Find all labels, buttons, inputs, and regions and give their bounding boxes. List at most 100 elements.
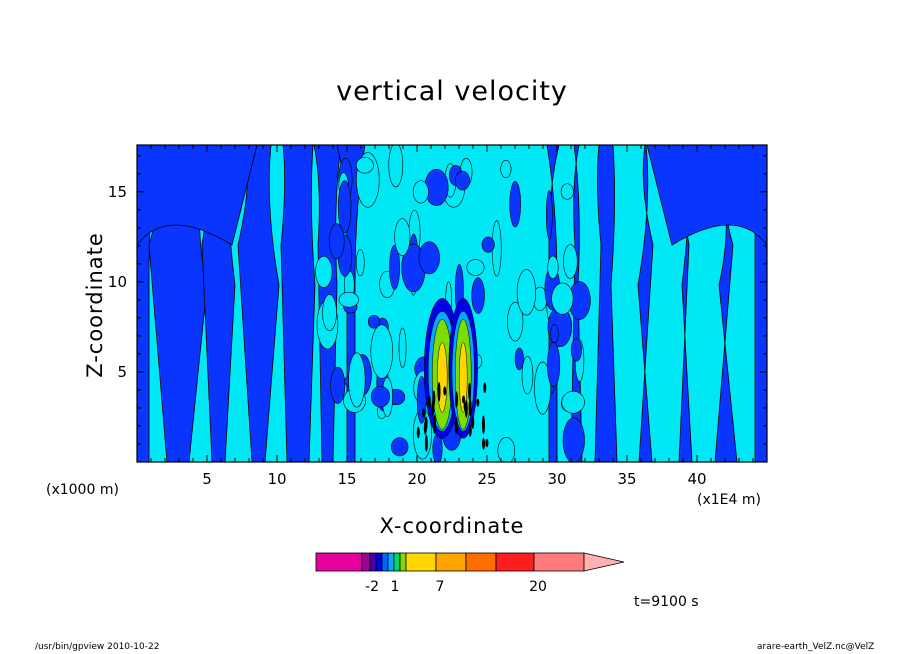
colorbar-segment bbox=[381, 552, 389, 572]
contour-cell bbox=[412, 180, 429, 204]
colorbar-label: -2 bbox=[365, 579, 379, 595]
footer-right-text: arare-earth_VelZ.nc@VelZ bbox=[757, 642, 875, 652]
contour-cell bbox=[389, 245, 400, 290]
contour-cell-dark bbox=[481, 437, 485, 450]
contour-cell bbox=[418, 241, 440, 275]
colorbar-segment bbox=[387, 552, 395, 572]
contour-cell bbox=[338, 291, 359, 308]
contour-cell bbox=[562, 417, 585, 462]
colorbar-segment bbox=[369, 552, 377, 572]
contour-cell bbox=[481, 236, 495, 253]
x-tick-label: 10 bbox=[267, 470, 286, 488]
contour-cell bbox=[547, 255, 559, 279]
contour-cell-dark bbox=[454, 391, 458, 408]
x-tick-label: 30 bbox=[547, 470, 566, 488]
contour-cell-dark bbox=[424, 416, 428, 431]
colorbar-segment bbox=[405, 552, 437, 572]
contour-core bbox=[436, 342, 448, 413]
contour-core bbox=[458, 342, 468, 413]
y-tick-label: 5 bbox=[117, 363, 127, 381]
x-axis-label: X-coordinate bbox=[379, 514, 525, 538]
contour-cell bbox=[394, 218, 411, 256]
contour-cell bbox=[424, 168, 449, 206]
contour-cell bbox=[466, 259, 485, 276]
contour-cell bbox=[348, 352, 366, 408]
contour-cell bbox=[509, 180, 521, 228]
contour-cell bbox=[330, 366, 346, 404]
contour-cell-dark bbox=[421, 408, 425, 417]
contour-cell bbox=[471, 277, 485, 314]
contour-cell bbox=[570, 338, 582, 362]
contour-cell-dark bbox=[432, 414, 436, 434]
contour-cell bbox=[355, 157, 374, 174]
contour-cell bbox=[355, 249, 365, 277]
contour-cell-dark bbox=[416, 426, 420, 439]
contour-cell bbox=[315, 255, 333, 288]
contour-lobe bbox=[646, 145, 767, 246]
contour-cell bbox=[563, 244, 578, 279]
contour-cell bbox=[391, 437, 409, 457]
colorbar-segment bbox=[435, 552, 467, 572]
contour-cell bbox=[551, 282, 574, 315]
x-tick-label: 25 bbox=[477, 470, 496, 488]
contour-cell-dark bbox=[463, 402, 467, 411]
colorbar-label: 20 bbox=[529, 579, 547, 595]
x-tick-label: 15 bbox=[337, 470, 356, 488]
x-tick-label: 20 bbox=[407, 470, 426, 488]
colorbar-label: 7 bbox=[436, 579, 445, 595]
time-label: t=9100 s bbox=[634, 594, 699, 610]
x-axis-unit-right: (x1E4 m) bbox=[697, 492, 761, 508]
contour-lobe bbox=[137, 145, 258, 246]
x-tick-label: 35 bbox=[617, 470, 636, 488]
contour-cell-dark bbox=[437, 381, 441, 402]
colorbar-segment bbox=[393, 552, 401, 572]
contour-cell bbox=[560, 183, 574, 200]
x-tick-label: 40 bbox=[687, 470, 706, 488]
contour-cell bbox=[370, 385, 391, 408]
colorbar-label: 1 bbox=[391, 579, 400, 595]
y-tick-label: 15 bbox=[108, 183, 127, 201]
contour-cell-dark bbox=[481, 415, 485, 435]
contour-cell bbox=[370, 324, 394, 379]
contour-cell bbox=[500, 160, 512, 178]
colorbar-segment bbox=[533, 552, 585, 572]
contour-cell-dark bbox=[476, 398, 480, 407]
contour-cell-dark bbox=[454, 416, 458, 435]
y-tick-label: 10 bbox=[108, 273, 127, 291]
contour-cell-dark bbox=[462, 395, 466, 404]
colorbar-extend-arrow bbox=[583, 552, 625, 572]
contour-cell bbox=[550, 323, 559, 344]
colorbar-segment bbox=[399, 552, 407, 572]
contour-cell-dark bbox=[443, 386, 447, 396]
contour-cell-dark bbox=[468, 382, 472, 400]
footer-left-text: /usr/bin/gpview 2010-10-22 bbox=[35, 642, 160, 652]
contour-cell-dark bbox=[427, 395, 431, 408]
colorbar-segment bbox=[315, 552, 363, 572]
contour-cell bbox=[521, 356, 534, 395]
plot-frame bbox=[136, 144, 768, 463]
contour-cell bbox=[547, 342, 561, 388]
contour-cell-dark bbox=[468, 398, 472, 416]
colorbar-segment bbox=[361, 552, 371, 572]
contour-cell bbox=[398, 327, 407, 368]
contour-cell bbox=[322, 294, 337, 331]
y-axis-label: Z-coordinate bbox=[83, 232, 107, 378]
x-tick-label: 5 bbox=[202, 470, 212, 488]
contour-cell bbox=[497, 436, 516, 462]
contour-cell bbox=[328, 223, 345, 260]
contour-cell-dark bbox=[468, 424, 472, 437]
contour-cell bbox=[545, 189, 553, 240]
contour-cell bbox=[534, 361, 552, 415]
contour-cell-dark bbox=[471, 416, 475, 429]
contour-cell-dark bbox=[431, 400, 435, 417]
contour-cell bbox=[516, 269, 537, 316]
contour-cell bbox=[507, 301, 524, 342]
contour-cell-dark bbox=[485, 438, 489, 448]
contour-cell-dark bbox=[483, 382, 487, 394]
contour-cell bbox=[388, 145, 404, 188]
contour-cell bbox=[367, 314, 381, 329]
contour-cell bbox=[561, 390, 585, 414]
contour-band-negative bbox=[280, 145, 316, 462]
contour-cell bbox=[337, 180, 352, 234]
